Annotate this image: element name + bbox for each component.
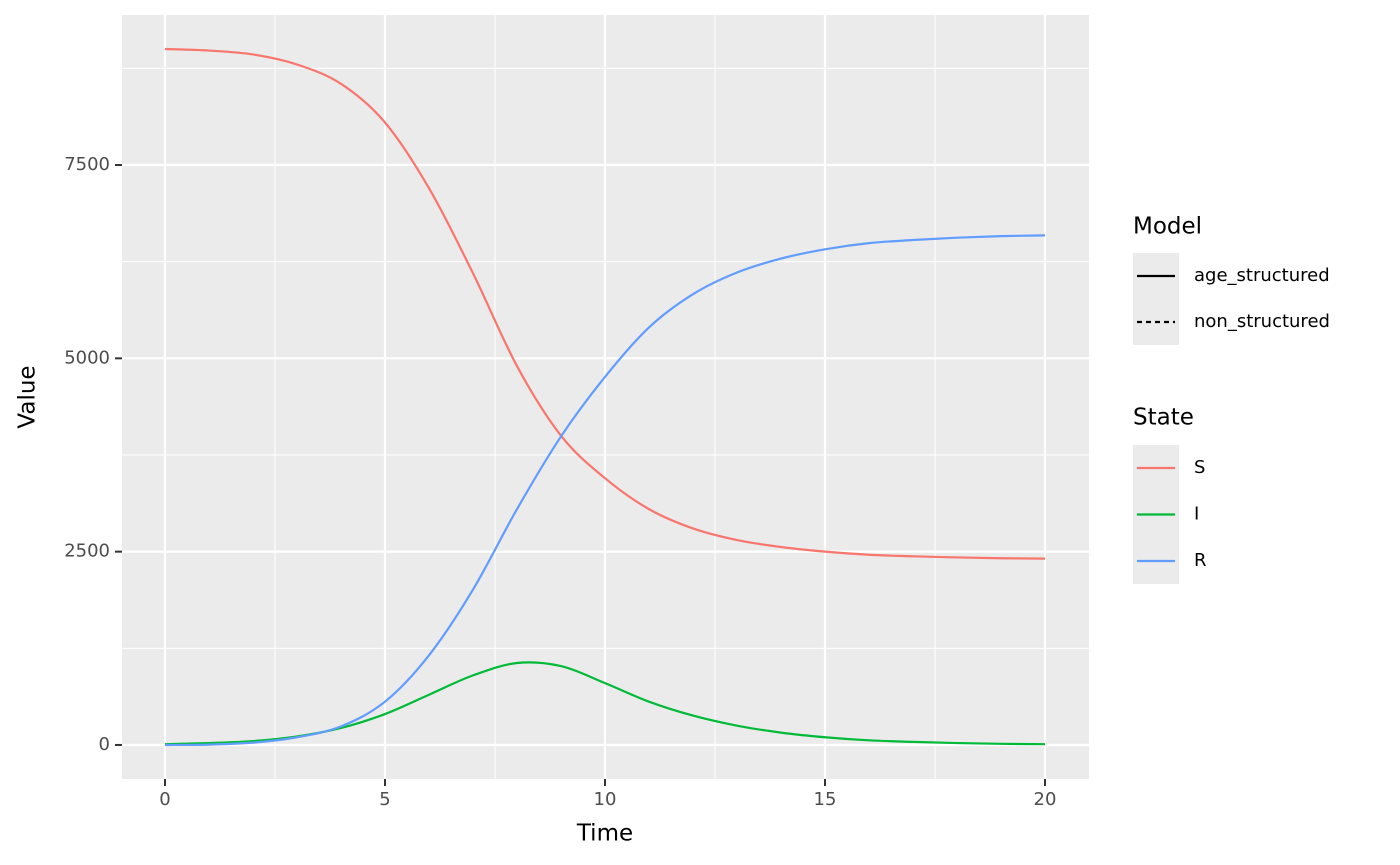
x-axis-title: Time [576,821,633,847]
legend-label: S [1194,457,1205,478]
x-tick-label: 0 [159,789,170,810]
legend-key-bg [1133,253,1179,345]
x-tick-label: 5 [379,789,390,810]
legend-title: Model [1133,214,1202,240]
series-line [164,234,1046,747]
legend-label: I [1194,504,1199,525]
y-tick-label: 5000 [64,347,110,368]
x-tick-label: 10 [594,789,617,810]
series-line [164,47,1046,560]
legend-label: non_structured [1194,311,1330,332]
x-tick-label: 20 [1034,789,1057,810]
legend-label: age_structured [1194,265,1330,286]
legend-label: R [1194,550,1207,571]
y-tick-label: 7500 [64,154,110,175]
y-axis-title: Value [15,365,41,428]
x-tick-label: 15 [814,789,837,810]
y-tick-label: 0 [99,734,110,755]
legend-title: State [1133,405,1194,431]
y-tick-label: 2500 [64,541,110,562]
